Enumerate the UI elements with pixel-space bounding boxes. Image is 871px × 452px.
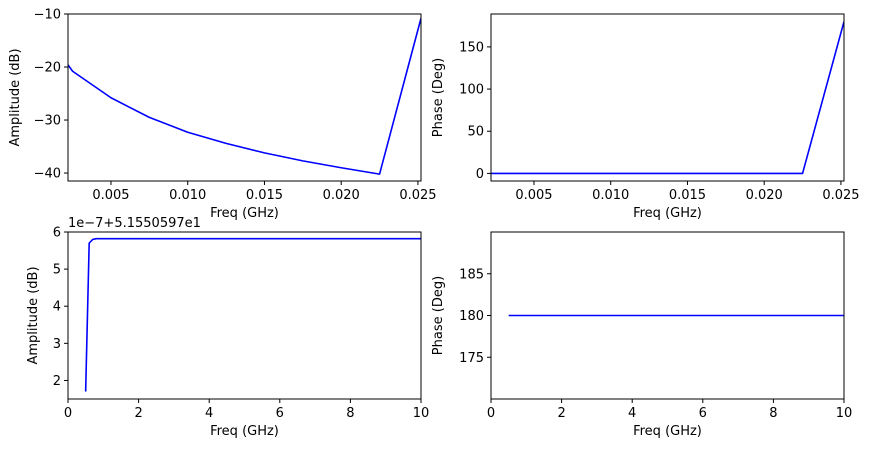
y-tick-label: 0 [476,167,484,182]
y-tick-label: 3 [53,337,61,352]
y-tick-label: 180 [459,309,484,324]
x-tick-label: 10 [413,406,430,421]
x-tick-label: 2 [557,406,565,421]
x-tick-label: 10 [836,406,853,421]
subplot-4: 0 2 4 6 8 10 175 180 185 Freq (GHz) Phase (Deg) [431,231,853,439]
y-tick-label: 4 [53,300,61,315]
y-tick-label: 175 [459,351,484,366]
y-tick-label: 2 [53,374,61,389]
x-tick-label: 0 [64,406,72,421]
x-tick-label: 0.020 [746,188,783,203]
y-tick-label: 100 [459,83,484,98]
series-line [68,18,421,175]
subplot-2: 0.005 0.010 0.015 0.020 0.025 0 50 100 150 Freq (… [431,13,860,221]
x-tick-label: 2 [134,406,142,421]
x-tick-label: 0.010 [169,188,206,203]
x-tick-label: 0.005 [92,188,129,203]
x-tick-label: 0 [487,406,495,421]
x-tick-label: 0.025 [399,188,436,203]
y-tick-label: −40 [34,167,61,182]
axes-frame [490,13,845,182]
x-axis-label: Freq (GHz) [210,424,279,439]
x-tick-label: 0.010 [592,188,629,203]
x-tick-label: 6 [276,406,284,421]
y-tick-label: 5 [53,263,61,278]
y-tick-label: −10 [34,8,61,23]
x-tick-label: 8 [769,406,777,421]
axes-frame [67,13,422,182]
y-axis-label: Amplitude (dB) [8,48,23,146]
y-tick-label: 185 [459,267,484,282]
x-tick-label: 0.025 [822,188,859,203]
x-tick-label: 8 [346,406,354,421]
x-tick-label: 0.020 [323,188,360,203]
x-tick-label: 0.005 [515,188,552,203]
x-tick-label: 4 [205,406,213,421]
x-tick-label: 0.015 [669,188,706,203]
series-line [491,21,844,175]
y-tick-label: 50 [467,125,484,140]
x-axis-label: Freq (GHz) [210,206,279,221]
axes-frame [67,231,422,400]
x-tick-label: 4 [628,406,636,421]
subplot-1: 0.005 0.010 0.015 0.020 0.025 −40 −30 −20 −10 Fre… [8,8,437,222]
y-axis-label: Phase (Deg) [431,276,446,355]
x-axis-label: Freq (GHz) [633,206,702,221]
x-tick-label: 0.015 [246,188,283,203]
y-tick-label: 6 [53,226,61,241]
subplot-3: 0 2 4 6 8 10 2 3 4 5 6 Freq (GHz) Amplitude (dB) 1e−7… [26,216,429,439]
series-line [84,237,421,392]
y-tick-label: 150 [459,40,484,55]
x-axis-label: Freq (GHz) [633,424,702,439]
y-tick-label: −20 [34,61,61,76]
y-axis-label: Phase (Deg) [431,58,446,137]
y-offset-text: 1e−7+5.1550597e1 [68,216,201,231]
y-axis-label: Amplitude (dB) [26,266,41,364]
x-tick-label: 6 [699,406,707,421]
y-tick-label: −30 [34,114,61,129]
